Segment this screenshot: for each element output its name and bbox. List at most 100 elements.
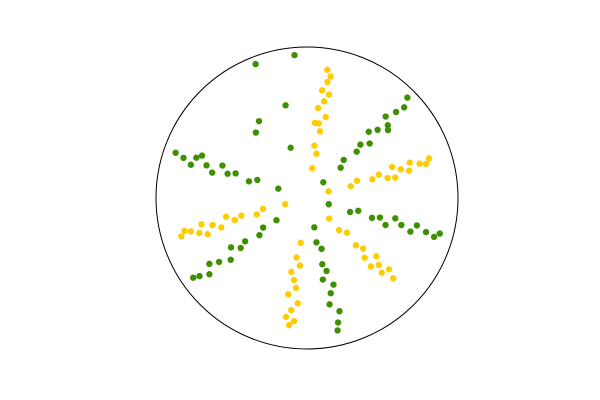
point — [355, 207, 362, 214]
point — [294, 300, 301, 307]
point — [324, 78, 331, 86]
point — [187, 228, 195, 235]
point — [373, 253, 380, 260]
point — [193, 154, 200, 161]
point — [218, 224, 225, 231]
point — [359, 245, 367, 252]
point — [288, 306, 295, 314]
point — [319, 261, 326, 268]
point — [375, 171, 383, 178]
point — [422, 160, 430, 168]
point — [227, 244, 235, 251]
point — [347, 183, 354, 190]
point — [337, 164, 344, 171]
point — [320, 179, 327, 186]
point — [259, 224, 267, 231]
point — [335, 226, 343, 234]
point — [320, 98, 328, 105]
point — [326, 301, 333, 308]
point — [324, 66, 331, 73]
point — [430, 233, 438, 241]
point — [238, 212, 245, 219]
point — [330, 281, 337, 288]
point — [285, 291, 292, 298]
point — [309, 165, 316, 172]
point — [322, 113, 329, 121]
point — [241, 238, 249, 245]
point — [282, 102, 289, 109]
point — [398, 221, 405, 229]
point — [416, 160, 423, 167]
point — [325, 201, 332, 208]
point — [413, 222, 421, 229]
point — [407, 228, 414, 235]
point — [389, 275, 397, 282]
point — [367, 263, 375, 270]
point — [323, 267, 330, 275]
point — [208, 169, 216, 176]
point — [384, 126, 392, 134]
point — [296, 262, 304, 269]
point — [375, 261, 382, 269]
point — [382, 113, 389, 120]
point — [206, 260, 213, 268]
point — [422, 228, 430, 236]
point — [232, 170, 239, 177]
point — [196, 229, 203, 237]
point — [357, 141, 364, 148]
point — [187, 161, 195, 168]
point — [392, 215, 399, 222]
point — [209, 221, 216, 229]
point — [378, 269, 385, 276]
point — [313, 239, 320, 246]
point — [282, 201, 289, 208]
point — [282, 313, 290, 321]
point — [425, 155, 433, 162]
point — [287, 144, 294, 151]
point — [204, 230, 211, 238]
point — [346, 208, 354, 216]
point — [172, 149, 179, 156]
point — [368, 214, 376, 222]
point — [290, 317, 298, 325]
point — [369, 176, 376, 183]
point — [288, 268, 295, 276]
point — [406, 159, 413, 166]
point — [275, 185, 282, 192]
point — [259, 205, 267, 213]
point — [198, 221, 205, 228]
point — [219, 162, 226, 169]
point — [203, 162, 210, 169]
point — [196, 272, 203, 280]
point — [392, 174, 399, 181]
point — [405, 167, 413, 174]
polar-frame — [155, 46, 459, 350]
point — [254, 176, 261, 184]
point — [311, 142, 318, 149]
point — [273, 216, 280, 224]
point — [311, 224, 318, 231]
point — [400, 104, 408, 111]
point — [297, 239, 304, 247]
point — [376, 214, 384, 221]
point — [392, 108, 400, 116]
point — [319, 276, 327, 283]
point — [352, 242, 360, 249]
point — [190, 274, 197, 281]
point — [334, 327, 341, 334]
point — [224, 170, 231, 177]
point — [374, 126, 381, 134]
point — [227, 256, 234, 263]
point — [318, 87, 326, 94]
point — [327, 73, 334, 80]
point — [365, 128, 372, 135]
point — [198, 152, 206, 159]
point — [384, 122, 391, 129]
point — [293, 254, 300, 261]
point — [384, 174, 391, 182]
point — [231, 216, 238, 224]
point — [353, 177, 361, 184]
point — [245, 178, 253, 185]
